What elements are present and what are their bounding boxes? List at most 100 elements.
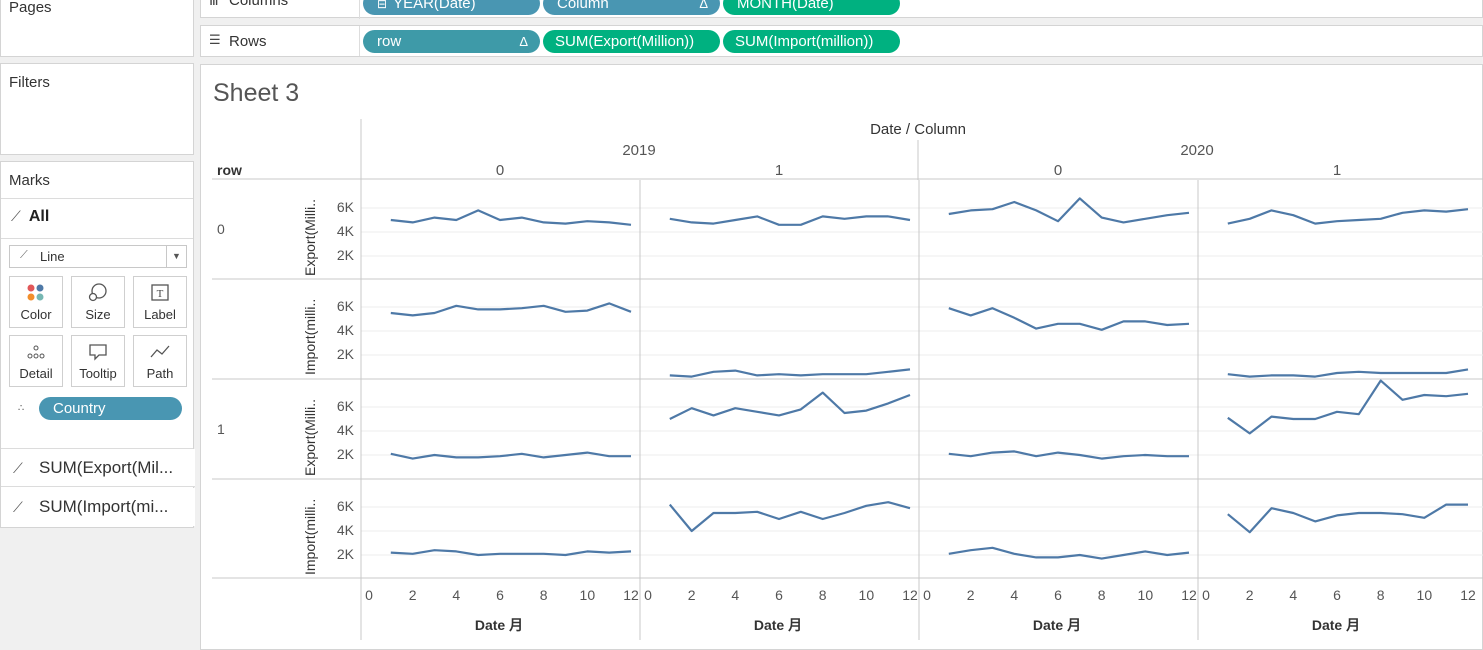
x-tick-label: 2 — [1245, 587, 1254, 603]
month-date-pill[interactable]: MONTH(Date) — [723, 0, 900, 15]
size-button[interactable]: Size — [71, 276, 125, 328]
size-icon — [88, 283, 107, 302]
path-label: Path — [146, 366, 174, 381]
tooltip-icon — [89, 344, 107, 361]
measure-item-import[interactable]: ⟋ SUM(Import(mi... — [1, 488, 195, 526]
line-mark-icon: ⟋ — [11, 208, 21, 224]
y-tick-label: 6K — [336, 498, 354, 514]
divider — [1, 448, 193, 449]
x-tick-label: 6 — [496, 587, 504, 603]
label-icon: T — [151, 284, 169, 301]
x-tick-label: 8 — [1376, 587, 1385, 603]
rows-shelf[interactable]: ☰ Rows row Δ SUM(Export(Million)) SUM(Im… — [200, 25, 1483, 57]
x-tick-label: 6 — [775, 587, 783, 603]
path-icon — [150, 345, 170, 358]
pill-label: YEAR(Date) — [393, 0, 476, 12]
column-pill[interactable]: Column Δ — [543, 0, 720, 15]
x-tick-label: 0 — [365, 587, 373, 603]
mark-type-value: Line — [40, 249, 65, 264]
detail-label: Detail — [19, 366, 53, 381]
label-button[interactable]: T Label — [133, 276, 187, 328]
x-tick-label: 4 — [1010, 587, 1019, 603]
pages-card: Pages — [0, 0, 194, 57]
x-tick-label: 6 — [1333, 587, 1341, 603]
y-tick-label: 4K — [336, 322, 354, 338]
y-tick-label: 2K — [336, 546, 354, 562]
axis-title-import: Import(milli.. — [302, 498, 318, 575]
detail-button[interactable]: Detail — [9, 335, 63, 387]
pill-label: MONTH(Date) — [737, 0, 834, 12]
delta-icon: Δ — [699, 0, 708, 11]
x-tick-label: 10 — [1137, 587, 1154, 603]
x-axis-label: Date 月 — [753, 617, 803, 633]
x-tick-label: 4 — [731, 587, 740, 603]
row-pill[interactable]: row Δ — [363, 30, 540, 53]
measure-item-label: SUM(Import(mi... — [39, 497, 169, 516]
y-tick-label: 2K — [336, 247, 354, 263]
color-button[interactable]: Color — [9, 276, 63, 328]
x-tick-label: 10 — [858, 587, 875, 603]
x-tick-label: 10 — [1416, 587, 1433, 603]
line-mark-icon: ⟋ — [13, 460, 23, 476]
line-mark-icon: ⟋ — [13, 499, 23, 515]
x-tick-label: 0 — [644, 587, 652, 603]
y-tick-label: 4K — [336, 223, 354, 239]
x-tick-label: 8 — [1097, 587, 1106, 603]
divider — [1, 198, 193, 199]
row-header-title: row — [217, 162, 242, 178]
column-header: 0 — [495, 162, 505, 179]
worksheet: Sheet 3 — [200, 64, 1483, 650]
color-label: Color — [20, 307, 52, 322]
size-label: Size — [85, 307, 111, 322]
marks-title: Marks — [9, 172, 50, 189]
x-tick-label: 4 — [1289, 587, 1298, 603]
axis-title-export: Export(Milli.. — [302, 198, 318, 276]
pill-label: row — [377, 33, 402, 50]
column-header: 1 — [1332, 162, 1342, 179]
x-tick-label: 2 — [966, 587, 975, 603]
filters-card[interactable]: Filters — [0, 63, 194, 155]
columns-label: Columns — [229, 0, 289, 9]
color-icon — [27, 284, 44, 301]
year-date-pill[interactable]: ⊟ YEAR(Date) — [363, 0, 540, 15]
year-header-2020: 2020 — [1180, 142, 1214, 159]
country-pill[interactable]: Country — [39, 397, 182, 420]
top-header: Date / Column — [870, 121, 966, 138]
columns-shelf[interactable]: Ⅲ Columns ⊟ YEAR(Date) Column Δ MONTH(Dat… — [200, 0, 1483, 19]
row-value: 1 — [217, 421, 225, 437]
tooltip-button[interactable]: Tooltip — [71, 335, 125, 387]
chevron-down-icon[interactable]: ▼ — [166, 246, 186, 267]
pill-label: SUM(Import(million)) — [735, 33, 874, 50]
label-label: Label — [144, 307, 176, 322]
x-tick-label: 8 — [818, 587, 827, 603]
x-tick-label: 0 — [1202, 587, 1210, 603]
rows-icon: ☰ — [209, 32, 221, 47]
detail-icon — [27, 345, 45, 359]
measure-item-label: SUM(Export(Mil... — [39, 458, 174, 477]
y-tick-label: 2K — [336, 346, 354, 362]
column-header: 0 — [1053, 162, 1063, 179]
divider — [1, 238, 193, 239]
marks-all-item[interactable]: ⟋ All — [11, 208, 49, 226]
country-pill-label: Country — [53, 400, 106, 417]
sum-export-pill[interactable]: SUM(Export(Million)) — [543, 30, 720, 53]
y-tick-label: 2K — [336, 446, 354, 462]
year-header-2019: 2019 — [622, 142, 656, 159]
x-tick-label: 12 — [1181, 587, 1197, 603]
mark-type-dropdown[interactable]: ⟋ Line ▼ — [9, 245, 187, 268]
x-tick-label: 12 — [902, 587, 918, 603]
y-tick-label: 6K — [336, 199, 354, 215]
filters-title: Filters — [9, 74, 50, 91]
y-tick-label: 4K — [336, 422, 354, 438]
column-header: 1 — [774, 162, 784, 179]
tooltip-label: Tooltip — [79, 366, 117, 381]
path-button[interactable]: Path — [133, 335, 187, 387]
y-tick-label: 6K — [336, 298, 354, 314]
x-tick-label: 8 — [539, 587, 548, 603]
x-axis-label: Date 月 — [1032, 617, 1082, 633]
measure-item-export[interactable]: ⟋ SUM(Export(Mil... — [1, 449, 195, 487]
sheet-title: Sheet 3 — [213, 79, 300, 107]
sum-import-pill[interactable]: SUM(Import(million)) — [723, 30, 900, 53]
svg-text:T: T — [157, 288, 164, 300]
x-tick-label: 10 — [579, 587, 596, 603]
